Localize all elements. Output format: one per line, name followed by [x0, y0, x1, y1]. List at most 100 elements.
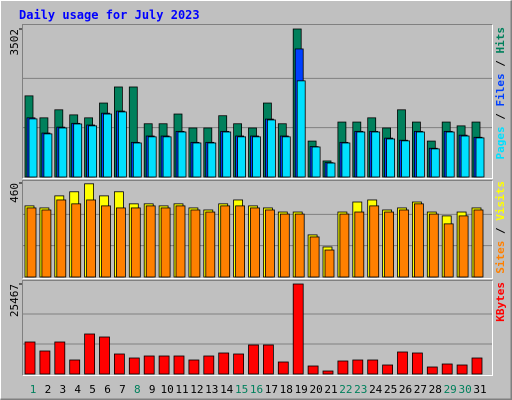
- bar: [114, 353, 125, 375]
- bar: [54, 341, 66, 375]
- bar: [39, 350, 51, 375]
- bar: [337, 360, 349, 375]
- x-tick-label: 9: [149, 383, 156, 396]
- bar: [203, 355, 215, 375]
- x-tick-label: 26: [399, 383, 412, 396]
- bar: [252, 136, 261, 178]
- x-tick-label: 16: [250, 383, 263, 396]
- legend-separator: /: [494, 54, 507, 74]
- bar: [162, 136, 172, 178]
- x-tick-label: 3: [59, 383, 66, 396]
- legend-entry: Files: [494, 73, 507, 106]
- legend: Sites / Visits: [494, 181, 507, 274]
- bar: [71, 203, 82, 278]
- bar: [28, 118, 38, 178]
- x-tick-label: 24: [369, 383, 383, 396]
- bar: [456, 364, 468, 375]
- x-tick-label: 8: [134, 383, 141, 396]
- x-tick-label: 27: [414, 383, 427, 396]
- bar: [386, 138, 396, 178]
- legend-entry: Visits: [494, 181, 507, 221]
- x-tick-label: 17: [265, 383, 278, 396]
- x-tick-label: 22: [339, 383, 352, 396]
- bar: [101, 205, 111, 278]
- x-tick-label: 19: [295, 383, 308, 396]
- bar: [292, 283, 304, 375]
- bar: [264, 209, 275, 278]
- bar: [296, 80, 306, 178]
- y-max-label: 3502: [8, 29, 21, 56]
- bar: [99, 336, 110, 375]
- bar: [352, 359, 364, 375]
- bar: [399, 209, 409, 278]
- bar: [411, 352, 423, 375]
- bar: [326, 162, 336, 178]
- bar: [281, 136, 291, 178]
- x-tick-label: 5: [89, 383, 96, 396]
- bar: [445, 131, 455, 178]
- legend: Pages / Files / Hits: [494, 27, 507, 160]
- bar: [86, 199, 96, 278]
- legend-entry: Hits: [494, 27, 507, 54]
- x-tick-label: 28: [429, 383, 442, 396]
- bar: [237, 136, 247, 178]
- bar: [128, 357, 140, 375]
- bar: [73, 123, 83, 178]
- bar: [279, 213, 290, 278]
- bar: [26, 207, 37, 278]
- bar: [205, 211, 216, 278]
- bar: [190, 209, 201, 278]
- bar: [473, 209, 484, 278]
- x-tick-label: 15: [235, 383, 248, 396]
- x-tick-label: 11: [175, 383, 188, 396]
- legend-entry: Pages: [494, 126, 507, 159]
- bar: [369, 205, 380, 278]
- bar: [58, 127, 68, 178]
- bar: [188, 359, 200, 375]
- bar: [207, 142, 217, 178]
- bar: [235, 205, 246, 278]
- x-tick-label: 10: [160, 383, 173, 396]
- x-tick-label: 18: [280, 383, 293, 396]
- x-tick-label: 6: [104, 383, 111, 396]
- bar: [116, 207, 126, 278]
- x-tick-label: 25: [384, 383, 397, 396]
- bar: [175, 205, 186, 278]
- panel-highlight: [22, 280, 493, 376]
- bar: [88, 125, 97, 178]
- bar: [143, 355, 155, 375]
- y-max-label: 460: [8, 183, 21, 203]
- x-tick-label: 2: [45, 383, 52, 396]
- bar: [160, 207, 171, 278]
- bar: [43, 133, 53, 178]
- bar: [192, 142, 202, 178]
- x-tick-label: 29: [444, 383, 457, 396]
- x-tick-label: 23: [354, 383, 367, 396]
- legend-entry: Sites: [494, 241, 507, 274]
- bar: [277, 361, 289, 375]
- bar: [294, 213, 305, 278]
- bar: [118, 111, 127, 178]
- bar: [103, 113, 112, 178]
- y-max-label: 25467: [8, 284, 21, 317]
- x-tick-label: 20: [309, 383, 322, 396]
- bar: [382, 364, 394, 375]
- bar: [426, 366, 438, 375]
- x-tick-label: 21: [324, 383, 337, 396]
- bar: [24, 341, 36, 375]
- bar: [367, 359, 379, 375]
- bar: [458, 215, 469, 278]
- bar: [441, 363, 453, 375]
- x-tick-label: 1: [30, 383, 37, 396]
- x-tick-label: 14: [220, 383, 234, 396]
- bar: [322, 370, 334, 375]
- bar: [145, 205, 156, 278]
- x-tick-label: 13: [205, 383, 218, 396]
- bar: [130, 207, 141, 278]
- bar: [248, 344, 259, 375]
- x-tick-label: 31: [473, 383, 486, 396]
- bar: [218, 352, 230, 375]
- bar: [397, 351, 408, 375]
